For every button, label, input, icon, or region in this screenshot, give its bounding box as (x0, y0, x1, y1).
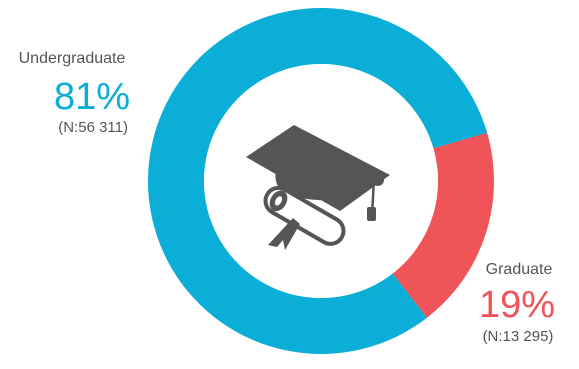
undergraduate-count-label: (N:56 311) (58, 119, 128, 136)
graduation-cap-diploma-icon (246, 125, 390, 250)
graduate-name-label: Graduate (486, 261, 553, 278)
graduate-percent-label: 19% (479, 284, 555, 326)
slice-graduate (392, 132, 494, 318)
donut-slices (148, 7, 494, 354)
graduate-count-label: (N:13 295) (483, 328, 554, 345)
slice-undergraduate (148, 7, 488, 354)
undergraduate-name-label: Undergraduate (19, 50, 126, 67)
undergraduate-percent-label: 81% (54, 76, 130, 118)
